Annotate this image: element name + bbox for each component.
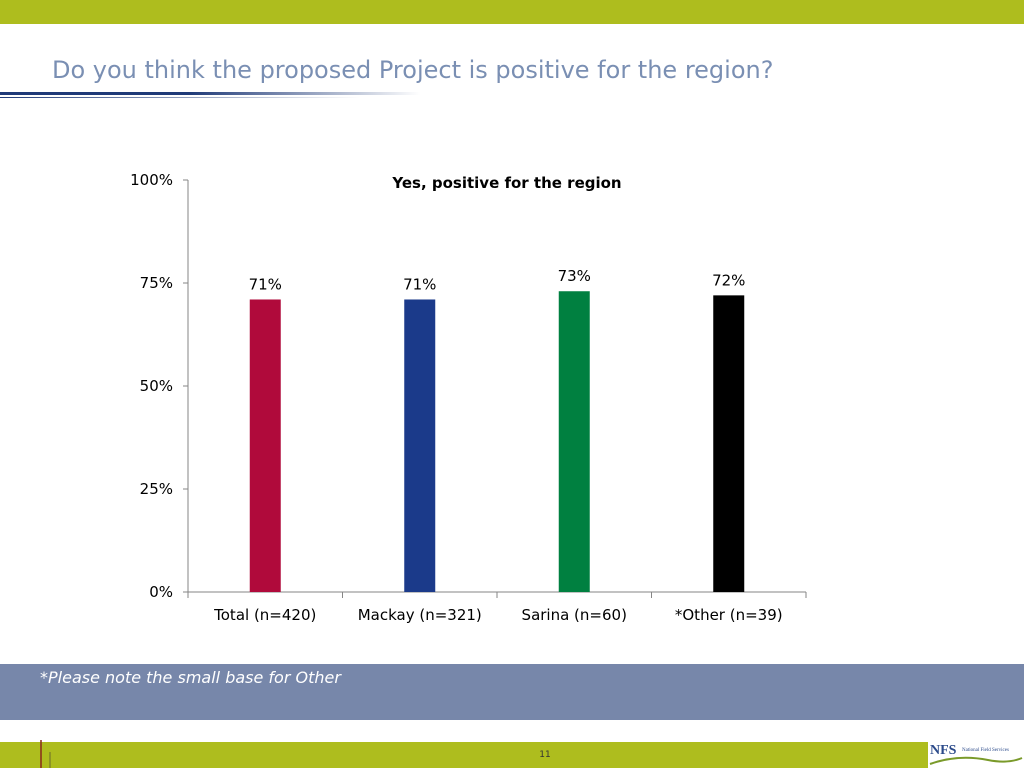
top-accent-bar [0, 0, 1024, 24]
category-label: Mackay (n=321) [358, 606, 482, 624]
bar [558, 291, 590, 592]
y-tick-label: 75% [140, 274, 173, 292]
logo-sub-text: National Field Services [962, 748, 1009, 753]
bar-chart: Yes, positive for the region 0% 25% 50% 75%… [130, 171, 807, 624]
nfs-logo-icon: NFS National Field Services [929, 743, 1023, 765]
slide-title: Do you think the proposed Project is pos… [52, 56, 774, 84]
data-label: 73% [558, 267, 591, 285]
category-label: Sarina (n=60) [522, 606, 627, 624]
data-label: 72% [712, 271, 745, 289]
bar [249, 299, 281, 592]
y-tick-label: 25% [140, 480, 173, 498]
bar [713, 295, 745, 592]
nfs-logo: NFS National Field Services [928, 738, 1024, 768]
title-underline-thin [0, 97, 360, 98]
y-tick-label: 50% [140, 377, 173, 395]
note-band [0, 664, 1024, 720]
chart-axes: 0% 25% 50% 75% 100% Total (n=420) Mackay (n=32… [130, 171, 807, 624]
bottom-accent-bar [0, 742, 1024, 768]
decorative-marks [40, 740, 51, 768]
category-label: Total (n=420) [213, 606, 316, 624]
footnote: *Please note the small base for Other [40, 668, 341, 687]
y-tick-label: 100% [130, 171, 173, 189]
data-label: 71% [403, 275, 436, 293]
logo-main-text: NFS [930, 743, 957, 758]
title-underline [0, 92, 420, 95]
y-tick-label: 0% [149, 583, 173, 601]
category-label: *Other (n=39) [675, 606, 783, 624]
bar [404, 299, 436, 592]
data-label: 71% [249, 275, 282, 293]
chart-title: Yes, positive for the region [391, 174, 621, 192]
page-number: 11 [539, 750, 551, 760]
chart-bars: 71% 71% 73% 72% [249, 267, 745, 592]
